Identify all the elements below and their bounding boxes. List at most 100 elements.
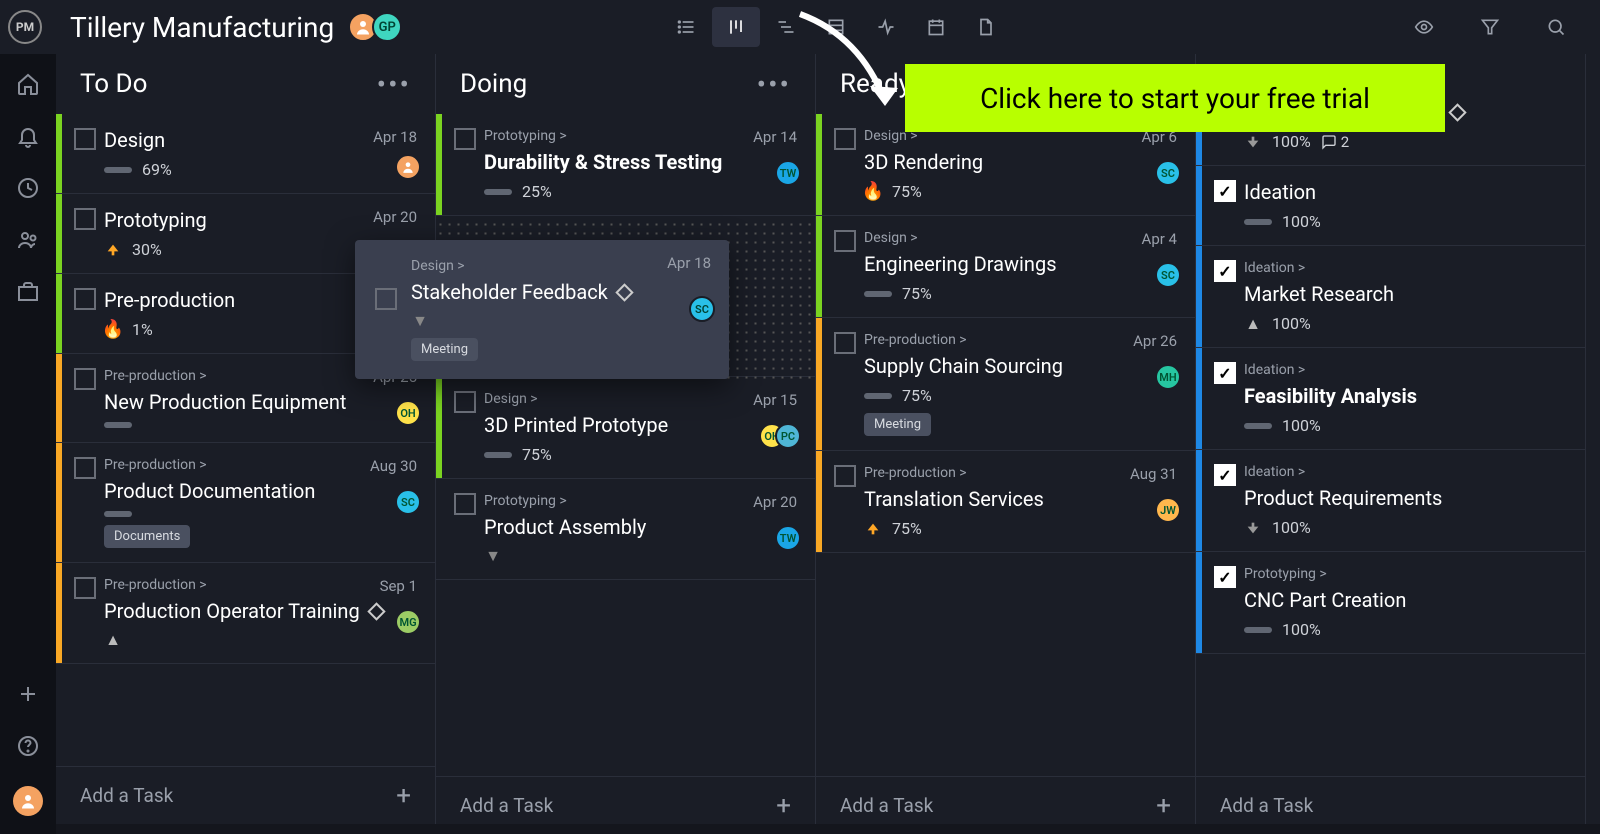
card-breadcrumb: Ideation > [1244, 362, 1567, 378]
column-cards: Prototyping > Durability & Stress Testing… [436, 114, 815, 776]
home-icon[interactable] [16, 72, 40, 96]
card-checkbox[interactable] [834, 230, 856, 252]
card-breadcrumb: Ideation > [1244, 464, 1567, 480]
add-icon[interactable] [16, 682, 40, 706]
assignee-avatar[interactable]: SC [1155, 262, 1181, 288]
dragging-card[interactable]: Design > Stakeholder Feedback Apr 18 ▼ S… [355, 240, 729, 379]
card-stripe [56, 194, 62, 273]
card-assignees[interactable] [405, 154, 421, 180]
gantt-view-icon[interactable] [762, 7, 810, 47]
search-icon[interactable] [1532, 7, 1580, 47]
card-assignees[interactable]: SC [405, 489, 421, 515]
assignee-avatar[interactable]: PC [775, 423, 801, 449]
card-date: Apr 26 [1133, 332, 1177, 350]
add-task-button[interactable]: Add a Task+ [56, 766, 435, 824]
task-card[interactable]: DesignApr 1869% [56, 114, 435, 194]
app-logo[interactable]: PM [8, 10, 42, 44]
sheet-view-icon[interactable] [812, 7, 860, 47]
cta-banner[interactable]: Click here to start your free trial [905, 64, 1445, 132]
card-checkbox[interactable] [834, 465, 856, 487]
card-breadcrumb: Prototyping > [484, 493, 797, 509]
list-view-icon[interactable] [662, 7, 710, 47]
filter-icon[interactable] [1466, 7, 1514, 47]
column-menu-icon[interactable]: ••• [757, 68, 791, 101]
card-checkbox[interactable]: ✓ [1214, 180, 1236, 202]
card-checkbox[interactable] [74, 368, 96, 390]
task-card[interactable]: Prototyping >Durability & Stress Testing… [436, 114, 815, 216]
card-assignees[interactable]: MG [405, 609, 421, 635]
card-checkbox[interactable] [454, 391, 476, 413]
card-assignees[interactable]: OH [405, 400, 421, 426]
notifications-icon[interactable] [16, 124, 40, 148]
task-card[interactable]: ✓Ideation100% [1196, 165, 1585, 246]
task-card[interactable]: ✓Ideation >Market Research▲100% [1196, 245, 1585, 348]
member-avatar[interactable]: GP [372, 12, 402, 42]
card-checkbox[interactable]: ✓ [1214, 464, 1236, 486]
assignee-avatar[interactable]: MH [1155, 364, 1181, 390]
activity-view-icon[interactable] [862, 7, 910, 47]
card-title: Product Requirements [1244, 486, 1567, 510]
horizontal-scrollbar[interactable] [56, 824, 1600, 834]
portfolio-icon[interactable] [16, 280, 40, 304]
assignee-avatar[interactable]: MG [395, 609, 421, 635]
calendar-view-icon[interactable] [912, 7, 960, 47]
task-card[interactable]: ✓Ideation >Feasibility Analysis100% [1196, 347, 1585, 450]
card-checkbox[interactable]: ✓ [1214, 566, 1236, 588]
files-view-icon[interactable] [962, 7, 1010, 47]
card-assignees[interactable]: TW [785, 160, 801, 186]
card-assignees[interactable]: MH [1165, 364, 1181, 390]
task-card[interactable]: Pre-production >Translation ServicesAug … [816, 450, 1195, 553]
assignee-avatar[interactable]: SC [1155, 160, 1181, 186]
card-checkbox[interactable]: ✓ [1214, 260, 1236, 282]
card-assignees[interactable]: TW [785, 525, 801, 551]
column-menu-icon[interactable]: ••• [377, 68, 411, 101]
task-card[interactable]: ✓Prototyping >CNC Part Creation100% [1196, 551, 1585, 654]
user-avatar[interactable] [13, 786, 43, 816]
card-checkbox[interactable] [74, 288, 96, 310]
task-card[interactable]: ✓ Ideation > Product Requirements 100% [1196, 449, 1585, 552]
task-card[interactable]: Pre-production >Product DocumentationAug… [56, 442, 435, 563]
project-members[interactable]: GP [354, 12, 402, 42]
card-checkbox[interactable] [454, 493, 476, 515]
plus-icon: + [1156, 791, 1171, 821]
card-progress: 100% [1282, 620, 1321, 639]
task-card[interactable]: Design >Engineering DrawingsApr 475%SC [816, 215, 1195, 318]
plus-icon: + [396, 781, 411, 811]
task-card[interactable]: Prototyping >Product AssemblyApr 20▼TW [436, 478, 815, 580]
assignee-avatar[interactable]: OH [395, 400, 421, 426]
card-assignees[interactable]: OHPC [769, 423, 801, 449]
card-checkbox[interactable] [834, 128, 856, 150]
card-checkbox[interactable] [74, 457, 96, 479]
task-card[interactable]: Pre-production >Supply Chain SourcingApr… [816, 317, 1195, 451]
task-card[interactable]: Pre-production >Production Operator Trai… [56, 562, 435, 664]
card-checkbox[interactable] [74, 577, 96, 599]
assignee-avatar[interactable] [395, 154, 421, 180]
card-checkbox[interactable] [74, 128, 96, 150]
team-icon[interactable] [16, 228, 40, 252]
card-assignees[interactable]: SC [699, 296, 715, 322]
assignee-avatar[interactable]: JW [1155, 497, 1181, 523]
assignee-avatar[interactable]: SC [689, 296, 715, 322]
board-view-icon[interactable] [712, 7, 760, 47]
card-meta: ▼ [484, 547, 797, 565]
card-assignees[interactable]: SC [1165, 262, 1181, 288]
card-title: Durability & Stress Testing [484, 150, 797, 174]
column-title: Doing [460, 69, 527, 99]
card-assignees[interactable]: JW [1165, 497, 1181, 523]
card-checkbox[interactable] [74, 208, 96, 230]
card-checkbox[interactable] [454, 128, 476, 150]
card-checkbox[interactable] [834, 332, 856, 354]
card-checkbox[interactable] [375, 288, 397, 310]
visibility-icon[interactable] [1400, 7, 1448, 47]
task-card[interactable]: Design >3D Printed PrototypeApr 1575%OHP… [436, 376, 815, 479]
card-assignees[interactable]: SC [1165, 160, 1181, 186]
assignee-avatar[interactable]: SC [395, 489, 421, 515]
card-checkbox[interactable]: ✓ [1214, 362, 1236, 384]
card-meta: 100% [1244, 518, 1567, 537]
assignee-avatar[interactable]: TW [775, 525, 801, 551]
recent-icon[interactable] [16, 176, 40, 200]
progress-bar-icon [104, 167, 132, 173]
help-icon[interactable] [16, 734, 40, 758]
assignee-avatar[interactable]: TW [775, 160, 801, 186]
milestone-icon [367, 602, 385, 620]
